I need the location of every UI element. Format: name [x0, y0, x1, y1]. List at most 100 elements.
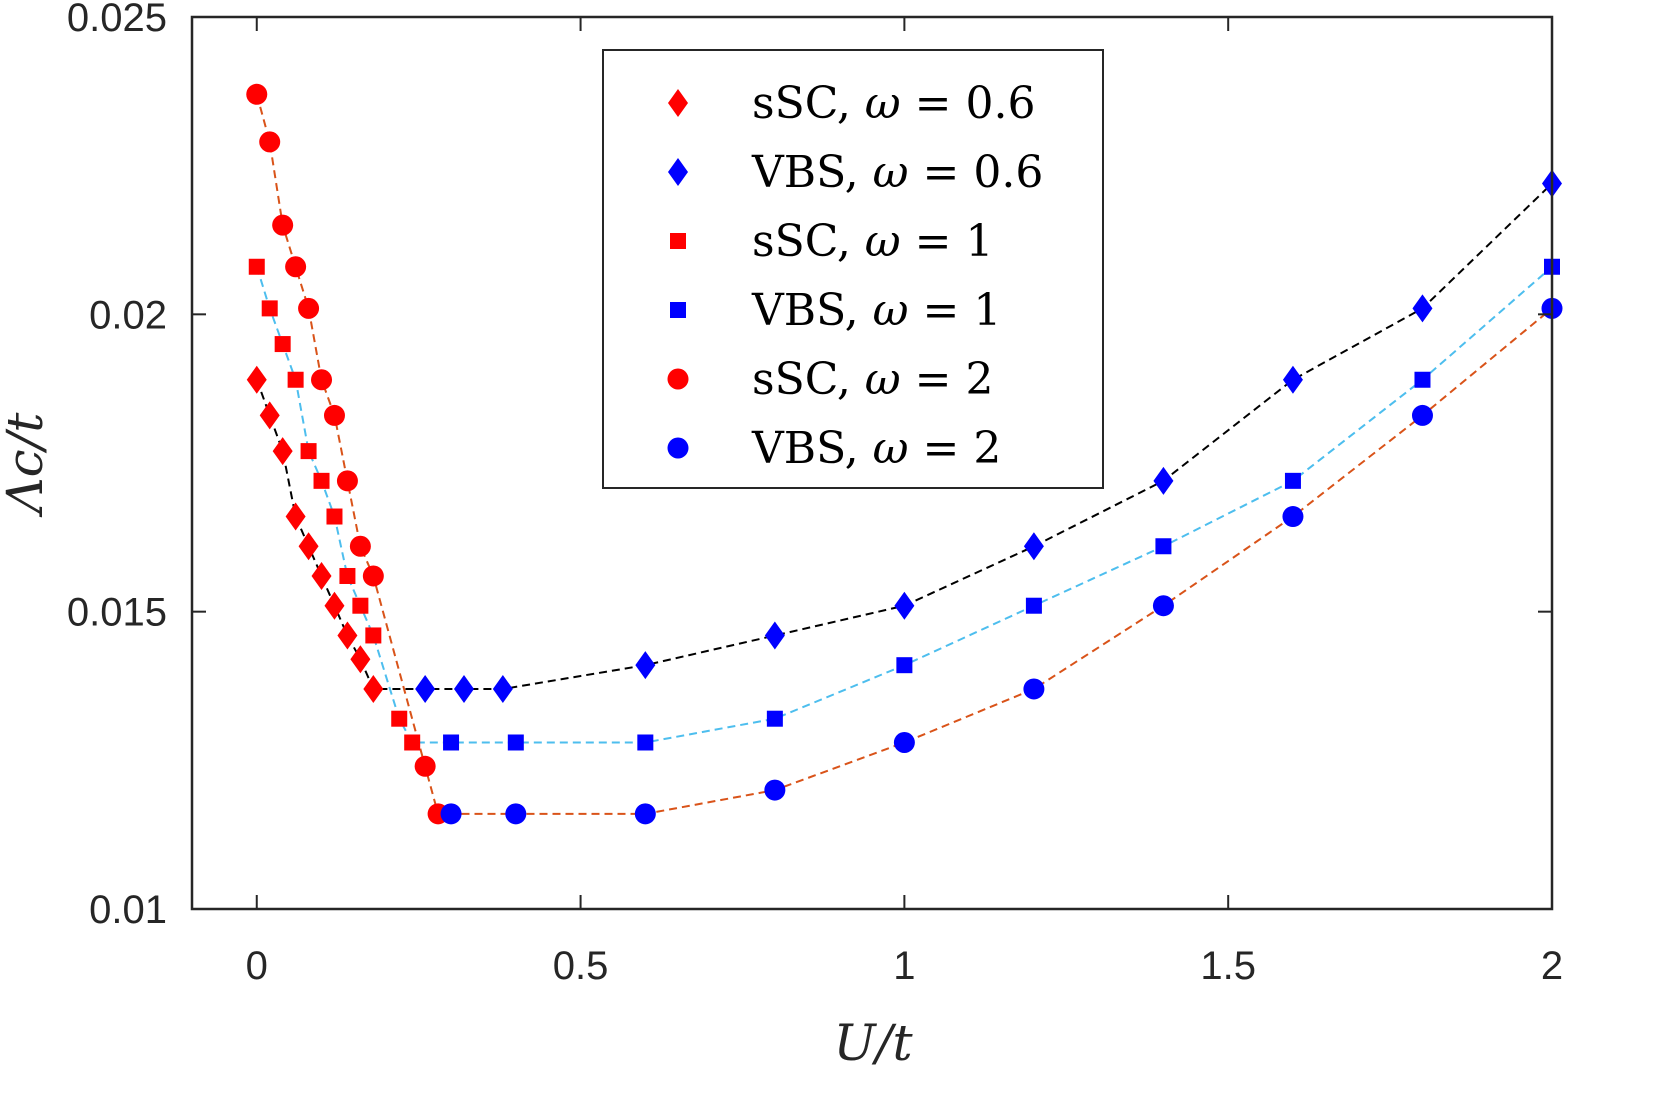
- data-point: [259, 131, 281, 153]
- plot-frame: [190, 15, 1554, 911]
- data-point: [313, 472, 330, 489]
- dashed-line-3: [255, 94, 1553, 815]
- legend-label-name: sSC,: [752, 354, 865, 405]
- data-point: [1155, 538, 1172, 555]
- legend-entry: VBS, ω = 0.6: [668, 147, 1043, 198]
- legend-label-name: sSC,: [752, 216, 865, 267]
- data-point: [363, 674, 384, 703]
- legend-label-variable: ω: [865, 216, 901, 267]
- data-point: [1023, 532, 1044, 561]
- legend-label-variable: ω: [873, 147, 909, 198]
- data-point: [1152, 595, 1174, 617]
- data-point: [261, 300, 278, 317]
- data-point: [634, 803, 656, 825]
- data-point: [339, 567, 356, 584]
- data-point: [1023, 678, 1045, 700]
- data-point: [1284, 472, 1301, 489]
- legend-label-value: = 1: [909, 285, 1002, 336]
- data-point: [298, 532, 319, 561]
- data-point: [274, 336, 291, 353]
- dashed-line-2: [255, 266, 1553, 744]
- legend-label-value: = 1: [901, 216, 994, 267]
- legend-marker: [667, 437, 689, 459]
- data-point: [365, 627, 382, 644]
- x-tick-label: 2: [1541, 944, 1563, 988]
- data-point: [272, 214, 294, 236]
- data-point: [894, 591, 915, 620]
- data-point: [323, 404, 345, 426]
- legend-label: sSC, ω = 1: [752, 216, 994, 267]
- legend-marker: [670, 302, 686, 318]
- data-point: [285, 256, 307, 278]
- legend-label-variable: ω: [865, 354, 901, 405]
- data-point: [764, 621, 785, 650]
- legend-label-value: = 0.6: [901, 78, 1036, 129]
- data-point: [352, 597, 369, 614]
- legend-label-name: VBS,: [751, 423, 873, 474]
- data-point: [298, 297, 320, 319]
- legend-label-name: VBS,: [751, 285, 873, 336]
- data-point: [311, 369, 333, 391]
- legend-label-variable: ω: [873, 285, 909, 336]
- legend-entry: VBS, ω = 1: [670, 285, 1001, 336]
- y-tick-label: 0.015: [67, 591, 167, 635]
- x-axis-label: U/t: [833, 1014, 913, 1072]
- data-point: [454, 674, 474, 703]
- data-point: [1282, 506, 1304, 528]
- data-point: [287, 371, 304, 388]
- legend-label: VBS, ω = 1: [751, 285, 1001, 336]
- legend-label: sSC, ω = 0.6: [752, 78, 1036, 129]
- data-point: [1025, 597, 1042, 614]
- legend-label-value: = 2: [901, 354, 994, 405]
- legend-marker: [668, 89, 688, 117]
- data-point: [391, 710, 408, 727]
- legend-label: VBS, ω = 2: [751, 423, 1001, 474]
- y-axis-label: Λc/t: [0, 412, 54, 518]
- data-point: [637, 734, 654, 751]
- data-point: [893, 731, 915, 753]
- data-point: [505, 803, 527, 825]
- legend-label-variable: ω: [865, 78, 901, 129]
- data-point: [349, 535, 371, 557]
- data-point: [507, 734, 524, 751]
- legend-label: VBS, ω = 0.6: [751, 147, 1043, 198]
- data-point: [896, 657, 913, 674]
- x-tick-label: 0.5: [553, 944, 609, 988]
- data-point: [414, 755, 436, 777]
- y-tick-label: 0.02: [89, 293, 167, 337]
- series-6: [440, 297, 1563, 825]
- data-point: [1153, 466, 1174, 495]
- legend-marker: [668, 158, 688, 186]
- legend-entry: VBS, ω = 2: [667, 423, 1001, 474]
- data-point: [324, 591, 345, 620]
- legend-label-value: = 0.6: [909, 147, 1044, 198]
- data-point: [1412, 294, 1433, 323]
- data-point: [246, 83, 268, 105]
- data-point: [246, 365, 267, 394]
- data-point: [766, 710, 783, 727]
- data-point: [300, 443, 317, 460]
- data-point: [248, 258, 265, 275]
- legend-label-name: sSC,: [752, 78, 865, 129]
- x-tick-label: 0: [246, 944, 268, 988]
- data-point: [404, 734, 421, 751]
- legend-entry: sSC, ω = 2: [667, 354, 994, 405]
- data-point: [337, 621, 358, 650]
- data-point: [1411, 404, 1433, 426]
- legend-label-value: = 2: [909, 423, 1002, 474]
- legend-marker: [670, 233, 686, 249]
- data-point: [336, 470, 358, 492]
- legend-entry: sSC, ω = 1: [670, 216, 994, 267]
- data-point: [326, 508, 343, 525]
- series-3: [248, 258, 421, 751]
- data-point: [272, 437, 293, 466]
- data-point: [635, 651, 656, 680]
- legend-entry: sSC, ω = 0.6: [668, 78, 1036, 129]
- y-tick-label: 0.025: [67, 0, 167, 40]
- legend-marker: [667, 368, 689, 390]
- data-point: [311, 561, 332, 590]
- data-point: [285, 502, 306, 531]
- data-point: [443, 734, 460, 751]
